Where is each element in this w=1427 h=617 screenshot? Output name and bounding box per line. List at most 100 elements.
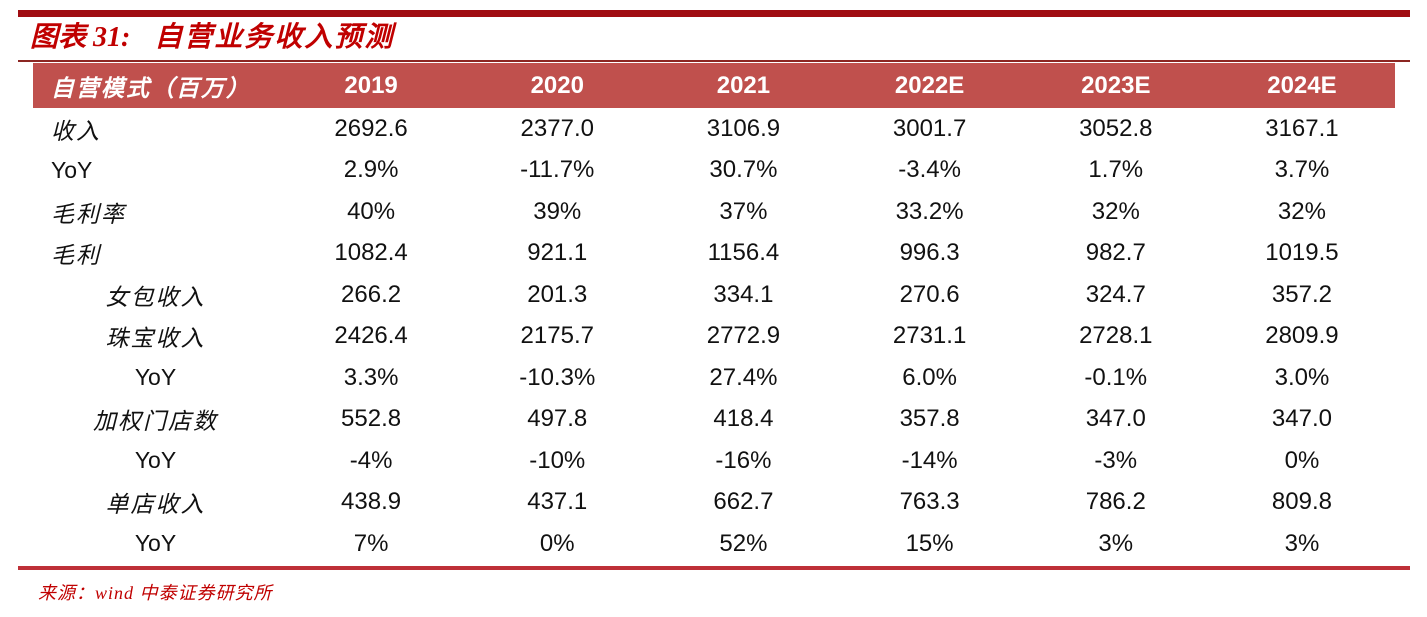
cell-value: 3167.1 — [1265, 114, 1339, 142]
row-label: 收入 — [51, 118, 101, 144]
cell-value: 662.7 — [713, 488, 774, 516]
row-label: 毛利率 — [51, 201, 126, 227]
cell-value: 2.9% — [343, 156, 399, 184]
cell-value: 3% — [1098, 529, 1134, 557]
table-row: YoY 2.9% -11.7% 30.7% -3.4% 1.7% 3.7% — [33, 150, 1395, 192]
table-row: YoY 7% 0% 52% 15% 3% 3% — [33, 523, 1395, 565]
cell-value: 2175.7 — [520, 322, 594, 350]
cell-value: 32% — [1091, 197, 1140, 225]
header-cell-year: 2023E — [1081, 71, 1151, 99]
cell-value: 334.1 — [713, 280, 774, 308]
cell-value: 27.4% — [709, 363, 778, 391]
cell-value: 3052.8 — [1079, 114, 1153, 142]
cell-value: 1019.5 — [1265, 239, 1339, 267]
data-table: 自营模式（百万） 2019 2020 2021 2022E 2023E 2024E 收入 26… — [33, 63, 1395, 565]
cell-value: 33.2% — [895, 197, 964, 225]
table-row: 毛利率 40% 39% 37% 33.2% 32% 32% — [33, 191, 1395, 233]
table-row: YoY -4% -10% -16% -14% -3% 0% — [33, 440, 1395, 482]
cell-value: -16% — [715, 446, 772, 474]
header-row: 自营模式（百万） 2019 2020 2021 2022E 2023E 2024E — [33, 63, 1395, 108]
cell-value: 1.7% — [1088, 156, 1144, 184]
cell-value: 437.1 — [527, 488, 588, 516]
cell-value: 438.9 — [341, 488, 402, 516]
cell-value: 1082.4 — [334, 239, 408, 267]
header-cell-label: 自营模式（百万） — [51, 75, 251, 101]
cell-value: 357.8 — [899, 405, 960, 433]
header-cell-year: 2021 — [716, 71, 771, 99]
cell-value: 786.2 — [1085, 488, 1146, 516]
cell-value: 347.0 — [1085, 405, 1146, 433]
header-cell-year: 2024E — [1267, 71, 1337, 99]
cell-value: 32% — [1277, 197, 1326, 225]
table-row: 收入 2692.6 2377.0 3106.9 3001.7 3052.8 3167.1 — [33, 108, 1395, 150]
cell-value: 809.8 — [1271, 488, 1332, 516]
cell-value: 30.7% — [709, 156, 778, 184]
cell-value: 996.3 — [899, 239, 960, 267]
header-cell-year: 2019 — [344, 71, 398, 99]
cell-value: -3.4% — [898, 156, 961, 184]
cell-value: 552.8 — [341, 405, 402, 433]
figure-title-line: 图表 31: 自营业务收入预测 — [30, 22, 394, 54]
table-row: 加权门店数 552.8 497.8 418.4 357.8 347.0 347.0 — [33, 399, 1395, 441]
cell-value: 6.0% — [902, 363, 957, 391]
cell-value: 3% — [1284, 529, 1320, 557]
cell-value: -10.3% — [519, 363, 596, 391]
cell-value: 3.3% — [343, 363, 399, 391]
table-row: 毛利 1082.4 921.1 1156.4 996.3 982.7 1019.5 — [33, 233, 1395, 275]
row-label: YoY — [51, 156, 93, 183]
row-label: YoY — [134, 447, 177, 474]
cell-value: 982.7 — [1085, 239, 1146, 267]
cell-value: 7% — [353, 529, 389, 557]
cell-value: 357.2 — [1271, 280, 1332, 308]
cell-value: 3.0% — [1274, 363, 1330, 391]
cell-value: 3106.9 — [706, 114, 781, 142]
table-bottom-border — [18, 565, 1410, 570]
cell-value: 0% — [1284, 446, 1320, 474]
cell-value: 2772.9 — [706, 322, 781, 350]
header-cell-year: 2022E — [894, 71, 965, 99]
row-label: YoY — [134, 364, 177, 391]
cell-value: 2731.1 — [892, 322, 967, 350]
cell-value: 3001.7 — [892, 114, 967, 142]
cell-value: 2728.1 — [1079, 322, 1153, 350]
row-label: 毛利 — [51, 243, 101, 269]
cell-value: 15% — [905, 529, 954, 557]
row-label: YoY — [134, 530, 177, 557]
cell-value: -0.1% — [1084, 363, 1148, 391]
cell-value: 418.4 — [713, 405, 774, 433]
cell-value: -11.7% — [520, 156, 595, 184]
cell-value: 763.3 — [899, 488, 960, 516]
row-label: 珠宝收入 — [105, 326, 206, 352]
cell-value: 0% — [539, 529, 575, 557]
cell-value: 266.2 — [341, 280, 402, 308]
cell-value: 1156.4 — [707, 239, 780, 267]
source-note: 来源：wind 中泰证券研究所 — [38, 583, 273, 603]
cell-value: 40% — [347, 197, 396, 225]
row-label: 女包收入 — [105, 284, 206, 310]
cell-value: 2426.4 — [334, 322, 408, 350]
cell-value: 324.7 — [1085, 280, 1146, 308]
cell-value: 2377.0 — [520, 114, 594, 142]
table-row: YoY 3.3% -10.3% 27.4% 6.0% -0.1% 3.0% — [33, 357, 1395, 399]
row-label: 单店收入 — [105, 492, 206, 518]
cell-value: 921.1 — [527, 239, 588, 267]
cell-value: 39% — [533, 197, 582, 225]
figure-title: 自营业务收入预测 — [154, 22, 395, 53]
cell-value: -14% — [901, 446, 958, 474]
cell-value: 37% — [719, 197, 768, 225]
cell-value: 270.6 — [899, 280, 960, 308]
header-cell-year: 2020 — [530, 71, 584, 99]
table-row: 单店收入 438.9 437.1 662.7 763.3 786.2 809.8 — [33, 482, 1395, 524]
cell-value: 2692.6 — [334, 114, 408, 142]
cell-value: -3% — [1094, 446, 1138, 474]
table-row: 女包收入 266.2 201.3 334.1 270.6 324.7 357.2 — [33, 274, 1395, 316]
cell-value: 347.0 — [1271, 405, 1332, 433]
cell-value: -10% — [529, 446, 586, 474]
cell-value: -4% — [349, 446, 393, 474]
cell-value: 2809.9 — [1265, 322, 1339, 350]
row-label: 加权门店数 — [93, 409, 218, 435]
table-container: 自营模式（百万） 2019 2020 2021 2022E 2023E 2024E 收入 26… — [18, 60, 1410, 570]
cell-value: 497.8 — [527, 405, 588, 433]
table-row: 珠宝收入 2426.4 2175.7 2772.9 2731.1 2728.1 2809.9 — [33, 316, 1395, 358]
